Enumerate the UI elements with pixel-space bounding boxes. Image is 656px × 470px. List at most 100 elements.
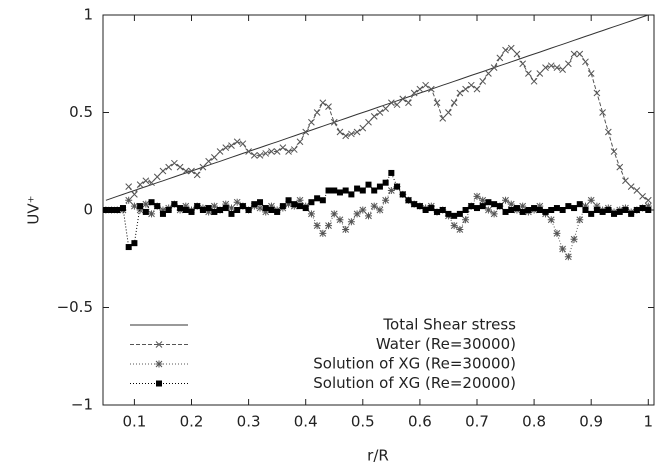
marker [433, 99, 441, 107]
marker [342, 187, 349, 194]
marker [387, 187, 395, 194]
marker [227, 204, 235, 212]
x-tick-label: 0.6 [408, 413, 432, 431]
marker [285, 200, 293, 208]
series [102, 183, 652, 261]
marker [354, 185, 361, 192]
marker [473, 205, 480, 212]
marker [165, 207, 172, 213]
marker [530, 77, 538, 85]
marker [136, 206, 144, 214]
y-tick-label: −0.5 [57, 298, 93, 316]
series-line [105, 14, 649, 201]
marker [245, 148, 252, 155]
marker [519, 60, 527, 68]
marker [257, 199, 264, 206]
marker [268, 207, 275, 213]
marker [525, 70, 532, 77]
marker [347, 218, 355, 226]
marker [491, 201, 498, 208]
y-tick-label: −1 [71, 396, 93, 414]
marker [245, 207, 252, 213]
marker [519, 202, 527, 210]
marker [611, 210, 618, 217]
marker [581, 202, 589, 210]
marker [330, 210, 338, 218]
marker [325, 103, 332, 111]
marker [399, 95, 407, 103]
marker [644, 196, 652, 204]
marker [307, 210, 315, 218]
marker [536, 70, 544, 77]
marker [559, 245, 567, 253]
marker [382, 105, 389, 112]
marker [188, 167, 195, 175]
marker [330, 118, 338, 126]
marker [314, 195, 321, 202]
marker [479, 77, 487, 85]
marker [268, 148, 275, 155]
marker [239, 203, 246, 210]
marker [222, 200, 230, 208]
marker [485, 70, 492, 77]
marker [513, 205, 520, 212]
marker [336, 128, 344, 136]
marker [154, 203, 161, 210]
marker [387, 99, 395, 107]
marker [616, 208, 623, 215]
marker [376, 183, 383, 190]
marker [576, 201, 583, 208]
marker [233, 138, 241, 146]
marker [411, 201, 418, 208]
marker [462, 85, 469, 93]
marker [570, 50, 578, 58]
marker [587, 196, 595, 204]
marker [233, 198, 241, 206]
marker [365, 118, 372, 126]
marker [439, 114, 447, 122]
marker [616, 163, 624, 171]
marker [159, 167, 167, 175]
marker [194, 203, 201, 210]
marker [456, 226, 464, 233]
marker [176, 163, 184, 171]
marker [542, 208, 549, 215]
marker [319, 99, 327, 107]
series [102, 169, 652, 251]
marker [547, 216, 555, 224]
marker [136, 181, 144, 189]
marker [645, 207, 652, 213]
marker [576, 216, 584, 224]
marker [159, 210, 166, 217]
marker [376, 109, 384, 116]
marker [622, 177, 629, 185]
legend-label: Solution of XG (Re=30000) [313, 355, 516, 373]
marker [604, 128, 612, 136]
marker [279, 203, 286, 210]
marker [216, 148, 224, 155]
marker [262, 205, 269, 212]
marker [382, 179, 389, 186]
marker [285, 197, 292, 204]
marker [142, 208, 149, 215]
marker [536, 207, 543, 213]
marker [513, 50, 521, 58]
marker [182, 207, 189, 213]
marker [148, 199, 155, 206]
marker [479, 203, 486, 210]
marker [148, 210, 156, 218]
marker [296, 196, 304, 204]
x-tick-label: 0.4 [294, 413, 318, 431]
marker [102, 207, 109, 213]
marker [365, 181, 372, 188]
marker [605, 207, 612, 213]
marker [279, 144, 287, 151]
marker [222, 205, 229, 212]
x-tick-label: 0.5 [351, 413, 375, 431]
marker [210, 153, 218, 161]
marker [507, 200, 515, 208]
marker [171, 159, 178, 167]
marker [628, 210, 635, 217]
marker [473, 85, 481, 93]
marker [234, 207, 241, 213]
